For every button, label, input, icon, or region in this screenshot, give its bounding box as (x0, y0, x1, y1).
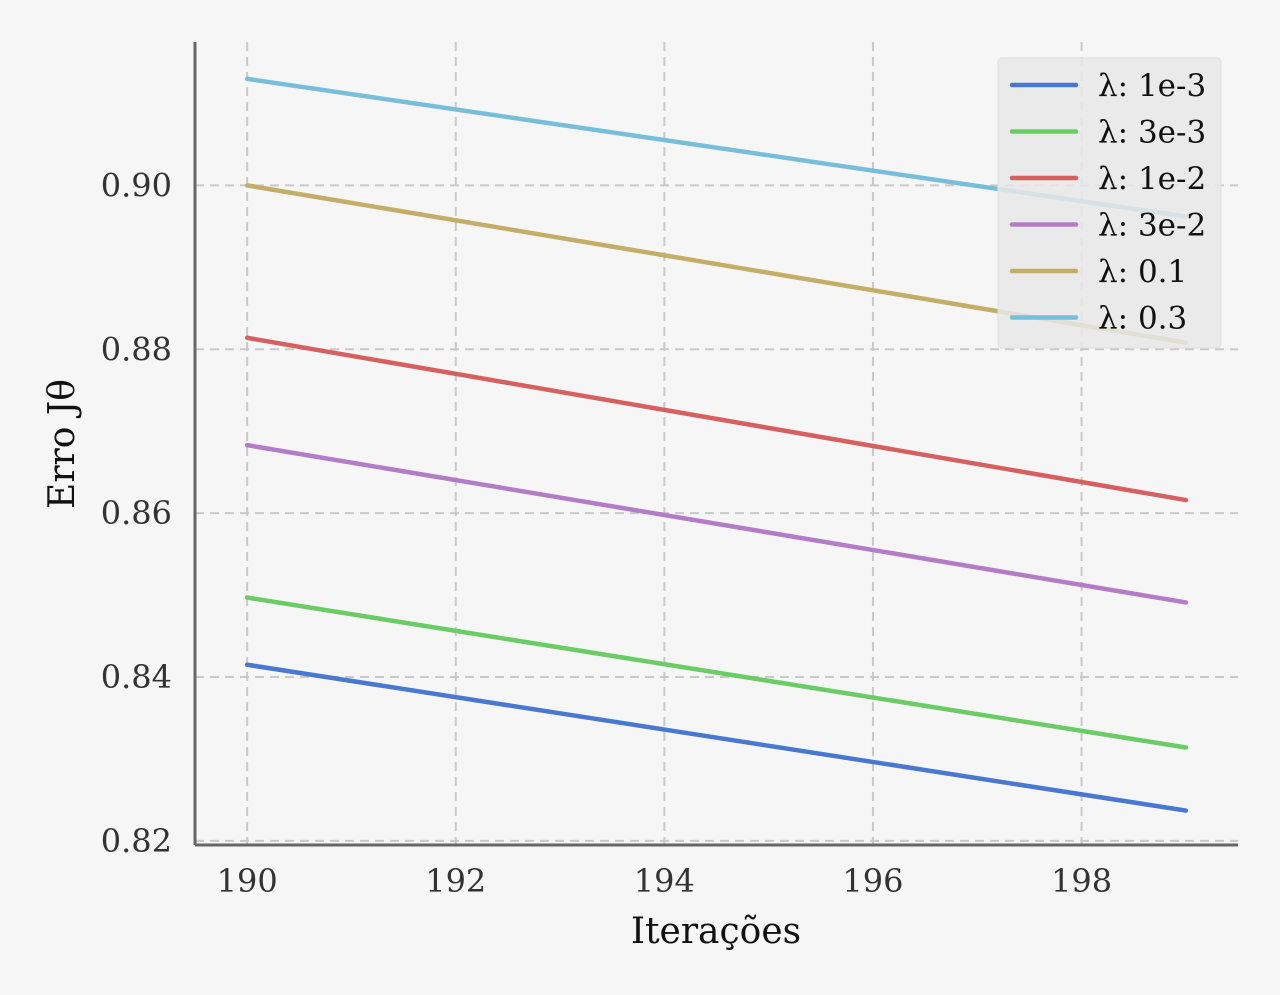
legend-item: λ: 3e-3 (1009, 115, 1206, 151)
x-tick-label: 194 (634, 862, 695, 900)
legend-label: λ: 3e-3 (1098, 115, 1206, 151)
x-axis-title: Iterações (631, 911, 801, 952)
legend-label: λ: 1e-2 (1098, 161, 1206, 197)
y-axis-title: Erro Jθ (42, 379, 83, 509)
legend-label: λ: 0.1 (1098, 254, 1187, 290)
x-tick-label: 192 (425, 862, 486, 900)
tick-labels: 190 192 194 196 198 0.82 0.84 0.86 0.88 0.90 (101, 166, 1112, 900)
legend-item: λ: 0.1 (1009, 254, 1187, 290)
y-tick-label: 0.86 (101, 494, 172, 532)
legend-label: λ: 1e-3 (1098, 68, 1206, 104)
x-tick-label: 190 (217, 862, 278, 900)
series-lines (244, 76, 1189, 813)
y-tick-label: 0.82 (101, 822, 172, 860)
series-line (244, 595, 1189, 750)
y-tick-label: 0.84 (101, 658, 172, 696)
y-tick-label: 0.90 (101, 166, 172, 204)
legend-item: λ: 1e-2 (1009, 161, 1206, 197)
legend-label: λ: 3e-2 (1098, 208, 1206, 244)
x-tick-label: 198 (1051, 862, 1112, 900)
series-line (244, 662, 1189, 813)
legend-item: λ: 3e-2 (1009, 208, 1206, 244)
x-tick-label: 196 (842, 862, 903, 900)
legend-label: λ: 0.3 (1098, 301, 1187, 337)
legend-item: λ: 1e-3 (1009, 68, 1206, 104)
y-tick-label: 0.88 (101, 330, 172, 368)
legend-item: λ: 0.3 (1009, 301, 1187, 337)
legend: λ: 1e-3 λ: 3e-3 λ: 1e-2 λ: 3e-2 λ: 0.1 λ: 0.3 (997, 57, 1222, 349)
axes (193, 42, 1238, 847)
series-line (244, 335, 1189, 503)
grid (195, 42, 1238, 845)
series-line (244, 442, 1189, 605)
